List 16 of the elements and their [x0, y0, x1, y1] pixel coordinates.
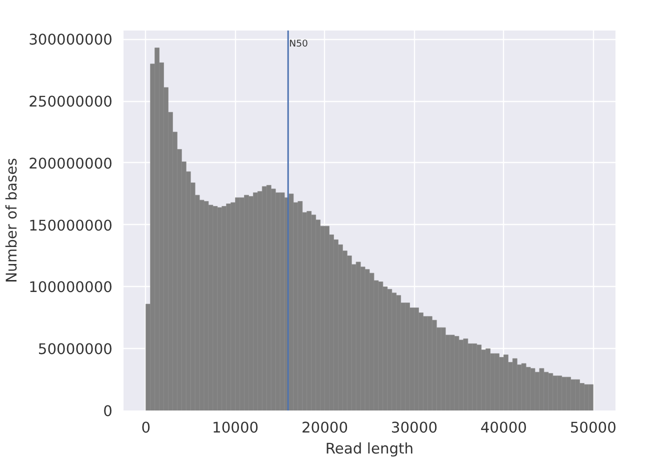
x-axis-title: Read length	[325, 440, 414, 458]
x-tick-label: 10000	[212, 420, 259, 436]
x-tick-label: 20000	[301, 420, 348, 436]
y-tick-label: 200000000	[28, 155, 113, 172]
x-tick-label: 40000	[480, 420, 527, 436]
y-axis-title: Number of bases	[4, 158, 21, 283]
x-tick-label: 30000	[390, 420, 438, 436]
ref-line-label: N50	[289, 38, 308, 50]
y-tick-label: 50000000	[38, 341, 113, 358]
y-tick-label: 0	[103, 403, 113, 420]
y-tick-label: 250000000	[28, 94, 113, 111]
y-tick-label: 300000000	[28, 32, 113, 49]
x-tick-label: 0	[141, 420, 151, 436]
y-tick-label: 150000000	[28, 217, 113, 234]
x-tick-label: 50000	[570, 420, 616, 436]
y-tick-label: 100000000	[28, 279, 113, 296]
